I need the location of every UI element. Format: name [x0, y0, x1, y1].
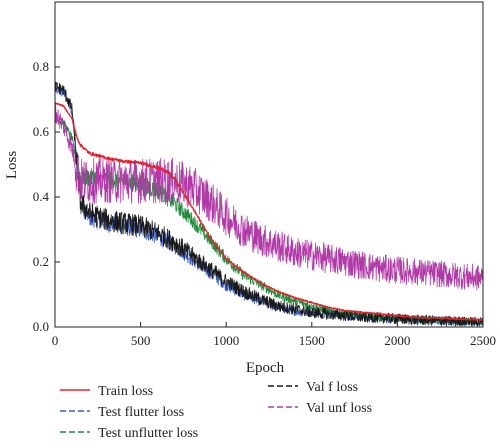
x-tick-label: 500: [131, 333, 151, 348]
legend-label: Test flutter loss: [98, 405, 184, 420]
x-tick-label: 0: [52, 333, 59, 348]
legend-label: Val f loss: [306, 380, 358, 395]
x-axis-title: Epoch: [246, 360, 285, 376]
legend-label: Train loss: [98, 384, 153, 399]
y-tick-label: 0.8: [33, 59, 49, 74]
legend: Train loss Test flutter loss Test unflutte…: [60, 380, 372, 441]
y-tick-label: 0.0: [33, 319, 49, 334]
y-tick-label: 0.2: [33, 254, 49, 269]
x-tick-label: 1000: [213, 333, 239, 348]
series-line-train-loss: [55, 102, 483, 321]
series-layer: [55, 81, 483, 327]
legend-label: Test unflutter loss: [98, 426, 198, 441]
y-tick-label: 0.4: [33, 189, 50, 204]
series-line-val-unf-loss: [55, 104, 483, 291]
x-tick-label: 2500: [470, 333, 496, 348]
y-axis-title: Loss: [4, 151, 20, 180]
y-axis: 0.0 0.2 0.4 0.6 0.8: [33, 59, 60, 334]
x-tick-label: 1500: [299, 333, 325, 348]
legend-label: Val unf loss: [306, 401, 372, 416]
x-axis: 0 500 1000 1500 2000 2500: [52, 322, 496, 348]
series-line-val-f-loss: [55, 81, 483, 327]
y-tick-label: 0.6: [33, 124, 50, 139]
plot-frame: [54, 1, 484, 328]
x-tick-label: 2000: [384, 333, 410, 348]
